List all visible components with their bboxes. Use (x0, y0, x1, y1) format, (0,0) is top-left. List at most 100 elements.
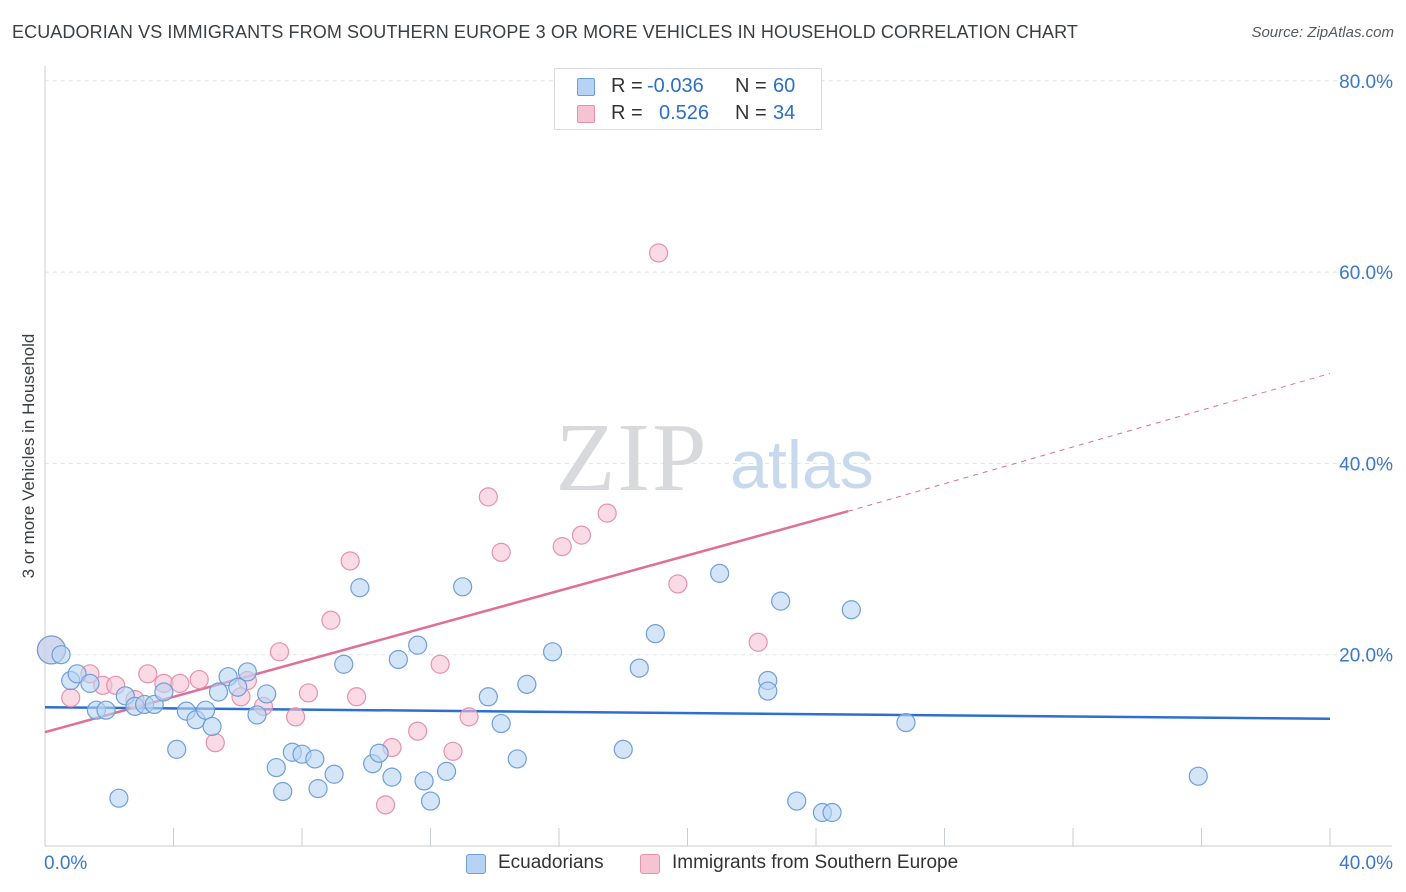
data-point-ecuadorians (202, 716, 222, 737)
correlation-legend: R = -0.036 N = 60 R = 0.526 N = 34 (554, 68, 822, 130)
bottom-legend-label: Ecuadorians (498, 852, 604, 873)
data-point-southern-europe (459, 707, 479, 727)
data-point-southern-europe (648, 243, 669, 263)
data-point-southern-europe (285, 707, 306, 727)
data-point-ecuadorians (257, 684, 277, 704)
legend-swatch-pink (577, 105, 595, 123)
data-point-ecuadorians (507, 749, 527, 769)
trendline-southern-europe (847, 373, 1331, 512)
data-point-southern-europe (298, 683, 319, 703)
bottom-legend-label: Immigrants from Southern Europe (672, 852, 959, 873)
legend-r-label: R = (611, 75, 643, 97)
data-point-southern-europe (478, 487, 498, 507)
legend-n-label: N = (735, 102, 767, 124)
trendline-southern-europe (44, 510, 849, 734)
legend-r-value: 0.526 (659, 102, 710, 124)
data-point-southern-europe (668, 574, 688, 594)
data-point-ecuadorians (266, 757, 286, 778)
y-axis-label: 3 or more Vehicles in Household (19, 334, 38, 579)
data-point-ecuadorians (517, 674, 537, 694)
axes (44, 66, 1392, 847)
data-point-ecuadorians (758, 681, 778, 701)
y-tick-label: 40.0% (1339, 454, 1393, 475)
data-point-ecuadorians (408, 635, 428, 655)
data-point-ecuadorians (167, 739, 187, 759)
trendline-ecuadorians (44, 706, 1331, 721)
data-point-ecuadorians (273, 781, 293, 802)
watermark-zip: ZIP (556, 404, 709, 512)
data-point-ecuadorians (369, 743, 389, 763)
data-point-ecuadorians (80, 673, 100, 693)
data-point-southern-europe (491, 542, 511, 562)
data-point-ecuadorians (629, 658, 649, 678)
tick-labels: 20.0% 40.0% 60.0% 80.0% 0.0% 40.0% (44, 72, 1393, 874)
data-point-ecuadorians (436, 761, 457, 781)
y-tick-label: 60.0% (1339, 263, 1393, 284)
legend-n-value: 34 (773, 102, 796, 124)
data-point-ecuadorians (478, 687, 498, 707)
data-point-ecuadorians (896, 713, 916, 733)
data-point-ecuadorians (613, 739, 633, 759)
x-tick-label: 0.0% (44, 853, 87, 874)
data-point-southern-europe (347, 687, 367, 707)
data-point-southern-europe (597, 503, 617, 523)
data-point-ecuadorians (350, 578, 370, 598)
data-point-ecuadorians (308, 779, 328, 799)
data-point-ecuadorians (1188, 766, 1208, 786)
watermark-atlas: atlas (730, 427, 874, 503)
data-point-southern-europe (748, 632, 768, 652)
y-tick-label: 80.0% (1339, 72, 1393, 93)
legend-n-value: 60 (773, 75, 796, 97)
data-point-southern-europe (340, 551, 360, 571)
bottom-legend-swatch-blue (466, 854, 486, 874)
data-point-ecuadorians (324, 764, 344, 784)
data-point-southern-europe (443, 741, 463, 761)
watermark: ZIP atlas (556, 404, 874, 512)
series-ecuadorians (36, 563, 1208, 823)
data-point-ecuadorians (247, 705, 267, 725)
data-point-ecuadorians (710, 563, 730, 583)
data-point-ecuadorians (96, 700, 116, 720)
data-point-southern-europe (375, 795, 396, 815)
data-point-ecuadorians (491, 713, 511, 734)
data-point-ecuadorians (388, 649, 408, 670)
data-point-ecuadorians (67, 664, 87, 684)
data-point-ecuadorians (334, 654, 354, 674)
data-point-southern-europe (552, 537, 572, 557)
data-point-ecuadorians (382, 767, 402, 787)
data-point-ecuadorians (787, 791, 807, 811)
data-point-ecuadorians (414, 771, 434, 791)
data-point-southern-europe (269, 642, 290, 662)
data-point-ecuadorians (771, 591, 791, 611)
bottom-legend-swatch-pink (640, 854, 660, 874)
data-point-ecuadorians (542, 642, 563, 662)
data-point-ecuadorians (841, 600, 861, 620)
data-point-ecuadorians (237, 662, 257, 682)
data-point-ecuadorians (228, 677, 248, 697)
chart-source: Source: ZipAtlas.com (1251, 24, 1394, 41)
data-point-ecuadorians (208, 682, 229, 702)
series-southern-europe (36, 243, 768, 815)
legend-r-label: R = (611, 102, 643, 124)
y-tick-label: 20.0% (1339, 646, 1393, 667)
grid-lines (45, 80, 1392, 656)
legend-swatch-blue (577, 78, 595, 96)
data-point-ecuadorians (453, 577, 473, 597)
data-point-southern-europe (408, 721, 428, 741)
data-point-ecuadorians (154, 682, 174, 702)
legend-r-value: -0.036 (647, 75, 704, 97)
legend-n-label: N = (735, 75, 767, 97)
data-point-southern-europe (189, 669, 209, 690)
data-point-ecuadorians (420, 791, 441, 811)
data-point-ecuadorians (51, 645, 71, 665)
data-point-southern-europe (138, 664, 158, 684)
data-point-southern-europe (205, 733, 225, 753)
data-point-ecuadorians (109, 788, 129, 808)
data-point-ecuadorians (822, 802, 842, 823)
chart-title: ECUADORIAN VS IMMIGRANTS FROM SOUTHERN E… (12, 22, 1078, 42)
data-point-ecuadorians (645, 624, 665, 644)
data-point-southern-europe (321, 610, 341, 630)
data-point-southern-europe (430, 654, 450, 674)
data-point-ecuadorians (196, 700, 216, 720)
